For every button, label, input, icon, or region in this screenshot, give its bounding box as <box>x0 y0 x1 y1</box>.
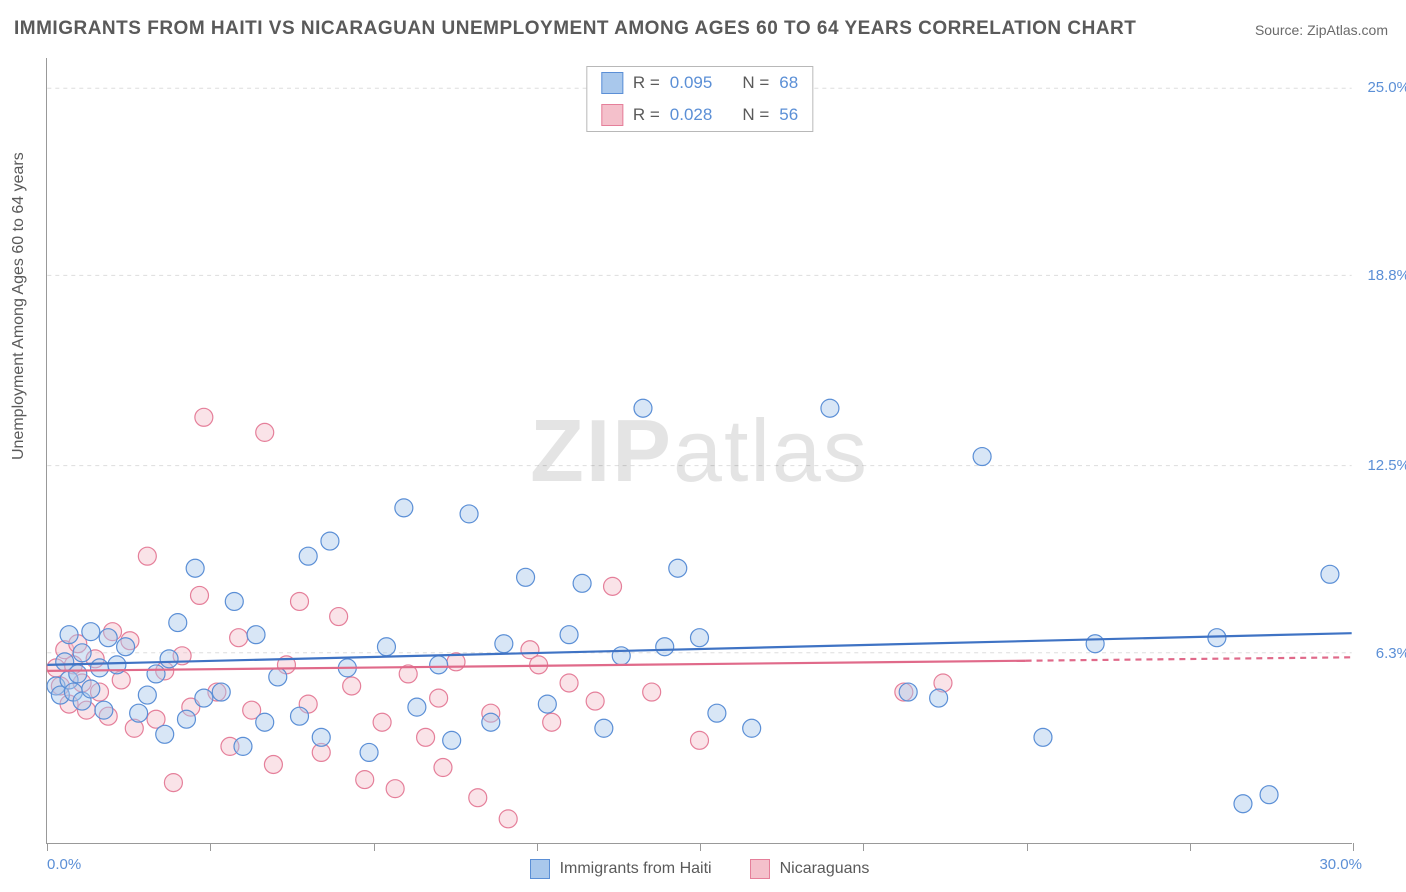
x-tickmark <box>210 843 211 851</box>
x-tickmark <box>1190 843 1191 851</box>
stats-legend-box: R = 0.095 N = 68 R = 0.028 N = 56 <box>586 66 813 132</box>
x-tickmark <box>863 843 864 851</box>
r-value-a: 0.095 <box>670 73 713 93</box>
swatch-series-a <box>601 72 623 94</box>
source-attribution: Source: ZipAtlas.com <box>1255 22 1388 38</box>
y-tick-label: 18.8% <box>1367 267 1406 284</box>
legend-item-series-b: Nicaraguans <box>750 859 870 879</box>
legend-item-series-a: Immigrants from Haiti <box>530 859 712 879</box>
legend-swatch-b <box>750 859 770 879</box>
x-tickmark <box>1353 843 1354 851</box>
x-tick-label: 0.0% <box>47 856 81 873</box>
x-tickmark <box>374 843 375 851</box>
y-tick-label: 6.3% <box>1376 645 1406 662</box>
plot-area: ZIPatlas R = 0.095 N = 68 R = 0.028 N = … <box>46 58 1352 844</box>
n-label-b: N = <box>742 105 769 125</box>
legend-label-a: Immigrants from Haiti <box>560 860 712 878</box>
swatch-series-b <box>601 104 623 126</box>
y-tick-label: 12.5% <box>1367 457 1406 474</box>
x-tickmark <box>47 843 48 851</box>
bottom-legend: Immigrants from Haiti Nicaraguans <box>47 859 1352 879</box>
r-label-b: R = <box>633 105 660 125</box>
legend-swatch-a <box>530 859 550 879</box>
x-tickmark <box>700 843 701 851</box>
y-tick-label: 25.0% <box>1367 79 1406 96</box>
stats-row-series-a: R = 0.095 N = 68 <box>587 67 812 99</box>
n-value-b: 56 <box>779 105 798 125</box>
x-tickmark <box>537 843 538 851</box>
n-label-a: N = <box>742 73 769 93</box>
x-tickmark <box>1027 843 1028 851</box>
chart-title: IMMIGRANTS FROM HAITI VS NICARAGUAN UNEM… <box>14 18 1136 40</box>
n-value-a: 68 <box>779 73 798 93</box>
r-label-a: R = <box>633 73 660 93</box>
y-axis-label: Unemployment Among Ages 60 to 64 years <box>10 152 28 460</box>
r-value-b: 0.028 <box>670 105 713 125</box>
scatter-svg <box>47 58 1352 843</box>
legend-label-b: Nicaraguans <box>780 860 870 878</box>
x-tick-label: 30.0% <box>1319 856 1362 873</box>
stats-row-series-b: R = 0.028 N = 56 <box>587 99 812 131</box>
